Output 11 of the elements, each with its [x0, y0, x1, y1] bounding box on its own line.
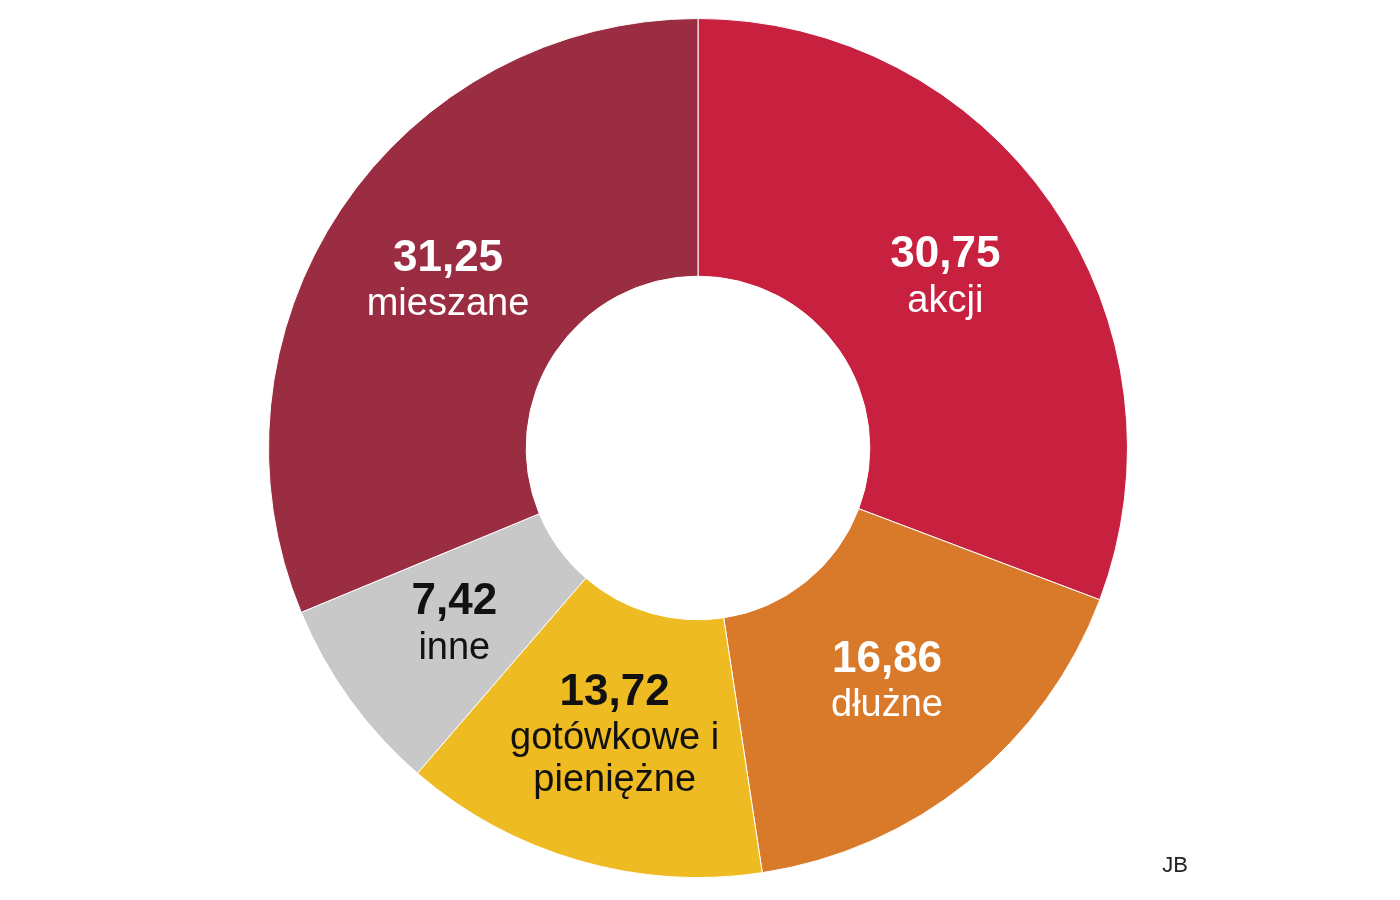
slice-label: gotówkowe i pieniężne — [510, 715, 720, 800]
slice-label: inne — [418, 624, 491, 667]
data-label: 30,75 — [890, 227, 1001, 277]
slice-label: akcji — [907, 277, 984, 320]
slice-label: dłużne — [831, 682, 943, 725]
data-label: 31,25 — [392, 231, 504, 281]
data-label: 16,86 — [831, 631, 943, 681]
data-label: 7,42 — [411, 574, 498, 624]
text: JB — [1162, 852, 1188, 878]
data-label: 13,72 — [559, 665, 670, 715]
slice-label: mieszane — [366, 281, 530, 324]
